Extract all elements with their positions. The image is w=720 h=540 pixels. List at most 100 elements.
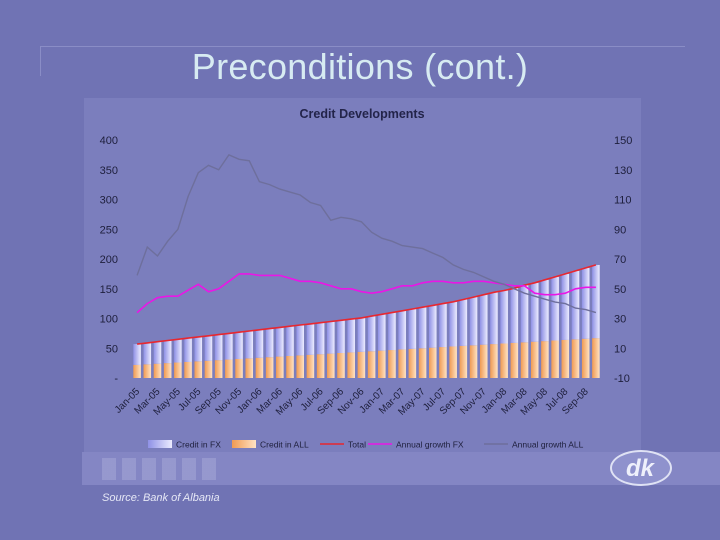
legend-label-credit-in-fx: Credit in FX (176, 440, 221, 450)
title-rule-left (40, 46, 41, 76)
bar-credit-fx-Mar-08 (520, 285, 529, 343)
legend-swatch-credit-in-all (232, 440, 256, 448)
bar-credit-all-Jun-08 (551, 340, 559, 378)
y-right-tick-label: 30 (614, 314, 626, 326)
y-left-tick-label: 350 (100, 165, 118, 177)
source-note: Source: Bank of Albania (102, 492, 220, 504)
bar-credit-fx-Nov-07 (479, 294, 488, 345)
bar-credit-all-Apr-06 (286, 355, 294, 378)
bar-credit-all-May-05 (174, 362, 182, 378)
bar-credit-all-Nov-05 (235, 358, 243, 378)
bar-credit-all-Jul-05 (194, 361, 203, 378)
bar-credit-fx-Jan-06 (255, 329, 264, 358)
bar-credit-all-May-07 (418, 348, 427, 378)
bar-credit-fx-Jun-07 (428, 305, 437, 348)
bar-credit-all-Jul-06 (316, 354, 325, 378)
bar-credit-fx-Dec-07 (490, 292, 498, 345)
bar-credit-all-Jan-07 (378, 350, 386, 378)
bar-credit-fx-May-07 (418, 307, 427, 349)
bar-credit-fx-Sep-05 (214, 334, 223, 361)
bar-credit-all-Apr-07 (408, 348, 417, 378)
series-line-annual-growth-fx (136, 273, 596, 314)
bar-credit-fx-Feb-07 (388, 312, 396, 351)
bar-credit-fx-Oct-08 (592, 264, 600, 339)
y-left-tick-label: 100 (100, 314, 118, 326)
bar-credit-all-Aug-07 (449, 346, 457, 378)
dk-logo: dk (610, 450, 672, 486)
bar-credit-fx-Mar-07 (398, 310, 406, 350)
bars-layer (133, 264, 600, 378)
bar-credit-all-Sep-08 (581, 338, 590, 378)
bar-credit-fx-May-08 (541, 279, 549, 342)
bar-credit-all-Jun-06 (306, 354, 315, 378)
bar-credit-fx-Dec-06 (367, 316, 376, 352)
bar-credit-all-Aug-08 (571, 339, 580, 378)
bar-credit-fx-Aug-06 (327, 321, 335, 354)
bar-credit-fx-Jun-05 (184, 338, 192, 362)
bar-credit-fx-Jun-06 (306, 323, 315, 355)
legend-label-annual-growth-fx: Annual growth FX (396, 440, 464, 450)
bar-credit-all-Feb-06 (265, 357, 274, 378)
bar-credit-all-Mar-05 (153, 363, 162, 378)
bar-credit-fx-Jul-08 (561, 273, 570, 340)
bar-credit-fx-Oct-05 (225, 333, 233, 360)
bar-credit-fx-Jul-05 (194, 336, 203, 362)
bar-credit-all-Oct-05 (225, 359, 233, 378)
bar-credit-all-Dec-07 (490, 344, 498, 378)
bar-credit-fx-May-05 (174, 339, 182, 363)
bar-credit-fx-Apr-06 (286, 326, 294, 356)
y-right-tick-label: 50 (614, 284, 626, 296)
bar-credit-all-Jan-05 (133, 364, 141, 378)
bar-credit-all-May-06 (296, 355, 305, 378)
bar-credit-fx-Jan-07 (378, 314, 386, 351)
chart-area-background (84, 98, 641, 456)
bar-credit-fx-Apr-05 (163, 340, 172, 364)
legend-swatch-credit-in-fx (148, 440, 172, 448)
bar-credit-all-May-08 (541, 341, 549, 378)
bar-credit-all-Oct-06 (347, 352, 355, 378)
bar-credit-fx-Jun-08 (551, 276, 559, 341)
series-line-total (137, 264, 597, 345)
bar-credit-fx-Aug-08 (571, 270, 580, 340)
bar-credit-all-Mar-06 (276, 356, 284, 378)
bar-credit-fx-Oct-06 (347, 319, 355, 353)
bar-credit-fx-Feb-05 (143, 342, 152, 365)
y-right-tick-label: 10 (614, 343, 626, 355)
bar-credit-fx-Jan-08 (500, 290, 508, 344)
bar-credit-fx-May-06 (296, 325, 305, 356)
bar-credit-fx-Sep-06 (337, 320, 345, 354)
bar-credit-all-Jun-07 (428, 347, 437, 378)
bar-credit-fx-Apr-08 (530, 282, 539, 342)
bar-credit-all-Sep-06 (337, 353, 345, 378)
bar-credit-all-Apr-08 (530, 341, 539, 378)
bar-credit-all-Jul-08 (561, 339, 570, 378)
bar-credit-fx-Aug-07 (449, 301, 457, 347)
bar-credit-all-Mar-08 (520, 342, 529, 378)
bar-credit-all-Apr-05 (163, 363, 172, 378)
bar-credit-all-Jan-06 (255, 357, 264, 378)
legend: Credit in FX Credit in ALL Total Annual gro… (148, 440, 584, 450)
footer-band (82, 452, 720, 485)
y-left-tick-label: 50 (106, 343, 118, 355)
bar-credit-all-Dec-06 (367, 351, 376, 378)
lines-layer (136, 154, 597, 345)
bar-credit-all-Nov-07 (479, 344, 488, 378)
title-rule (40, 46, 685, 47)
y-right-tick-label: -10 (614, 373, 630, 385)
bar-credit-fx-Aug-05 (204, 335, 213, 361)
bar-credit-all-Feb-07 (388, 350, 396, 378)
y-right-tick-label: 70 (614, 254, 626, 266)
y-left-tick-label: 200 (100, 254, 118, 266)
y-right-tick-label: 110 (614, 195, 632, 207)
bar-credit-all-Jun-05 (184, 361, 192, 378)
bar-credit-all-Aug-06 (327, 353, 335, 378)
bar-credit-fx-Apr-07 (408, 308, 417, 349)
bar-credit-fx-Feb-06 (265, 328, 274, 358)
bar-credit-fx-Mar-06 (276, 327, 284, 357)
bar-credit-fx-Oct-07 (469, 297, 478, 346)
y-right-tick-label: 130 (614, 165, 632, 177)
y-left-tick-label: 250 (100, 224, 118, 236)
bar-credit-all-Dec-05 (245, 358, 254, 378)
legend-label-annual-growth-all: Annual growth ALL (512, 440, 584, 450)
